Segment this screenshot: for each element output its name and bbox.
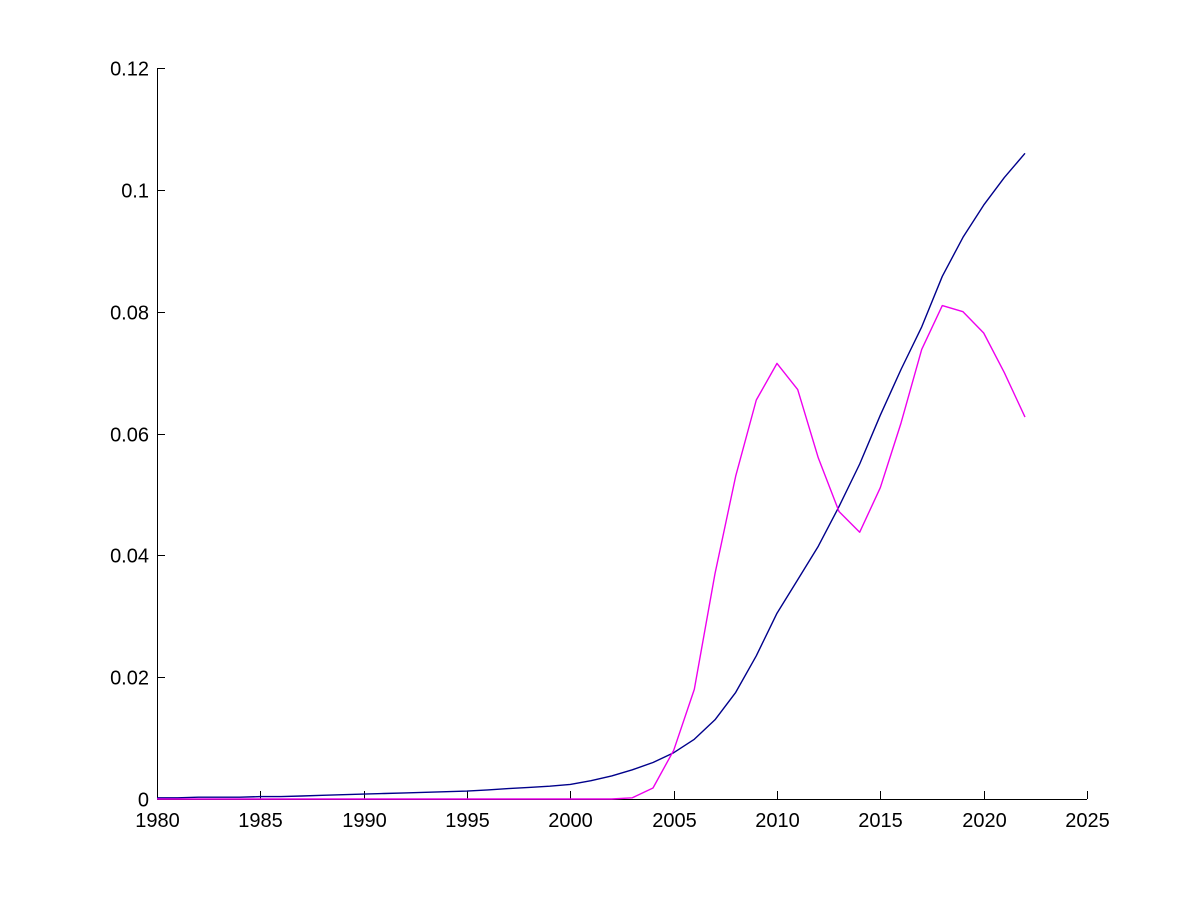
x-tick-label: 2010 [755, 810, 800, 832]
y-tick-label: 0.02 [110, 668, 149, 690]
x-tick-label: 2020 [962, 810, 1007, 832]
series-line-smooth-growth-curve [157, 152, 1026, 799]
y-tick-label: 0 [138, 790, 149, 812]
x-tick-label: 2015 [858, 810, 903, 832]
x-tick-label: 2025 [1065, 810, 1110, 832]
x-tick-label: 1990 [342, 810, 387, 832]
x-tick-label: 1980 [135, 810, 180, 832]
x-tick-label: 1995 [445, 810, 490, 832]
x-tick-label: 2005 [652, 810, 697, 832]
x-tick-label: 2000 [548, 810, 593, 832]
x-tick-label: 1985 [238, 810, 283, 832]
y-tick-label: 0.04 [110, 546, 149, 568]
y-tick-label: 0.1 [121, 181, 149, 203]
y-tick-label: 0.08 [110, 303, 149, 325]
y-tick-label: 0.06 [110, 425, 149, 447]
y-tick-label: 0.12 [110, 59, 149, 81]
series-line-volatile-curve [157, 304, 1026, 800]
